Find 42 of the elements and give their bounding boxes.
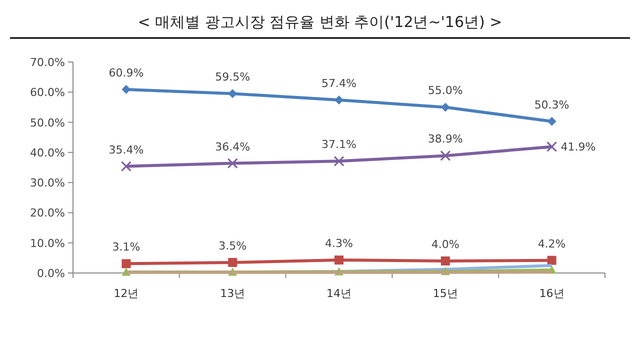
data-label: 35.4% (108, 143, 144, 156)
point (547, 256, 556, 265)
x-tick-label: 13년 (220, 287, 246, 300)
x-tick-label: 14년 (326, 287, 352, 300)
data-label: 4.2% (538, 237, 566, 250)
data-label: 38.9% (428, 132, 463, 146)
point (122, 259, 131, 268)
point (547, 116, 556, 126)
data-label: 41.9% (560, 140, 596, 154)
x-tick-label: 15년 (432, 287, 458, 300)
y-tick-label: 0.0% (37, 267, 65, 280)
data-label: 4.3% (325, 237, 353, 250)
point (440, 256, 450, 266)
x-tick-label: 16년 (539, 287, 564, 300)
y-tick-label: 20.0% (30, 206, 65, 220)
y-tick-label: 70.0% (30, 56, 65, 69)
point (546, 141, 558, 152)
data-label: 57.4% (322, 76, 356, 90)
y-tick-label: 50.0% (30, 116, 65, 130)
point (440, 150, 451, 162)
data-label: 37.1% (322, 138, 356, 152)
point (122, 84, 131, 94)
data-label: 55.0% (428, 84, 463, 98)
point (334, 95, 344, 104)
point (227, 158, 238, 169)
data-label: 4.0% (431, 238, 460, 251)
data-label: 60.9% (108, 66, 144, 80)
point (334, 156, 344, 166)
y-tick-label: 60.0% (30, 86, 65, 100)
data-label: 36.4% (215, 140, 250, 154)
point (228, 258, 238, 267)
y-tick-label: 30.0% (30, 176, 65, 190)
point (120, 160, 132, 172)
data-label: 50.3% (534, 98, 570, 112)
data-label: 59.5% (215, 70, 250, 84)
x-tick-label: 12년 (114, 287, 139, 300)
point (334, 256, 344, 265)
data-label: 3.1% (112, 240, 140, 254)
y-tick-label: 10.0% (30, 236, 65, 250)
chart-title: < 매체별 광고시장 점유율 변화 추이('12년~'16년) > (138, 13, 502, 31)
y-tick-label: 40.0% (30, 146, 65, 160)
data-label: 3.5% (218, 239, 247, 252)
